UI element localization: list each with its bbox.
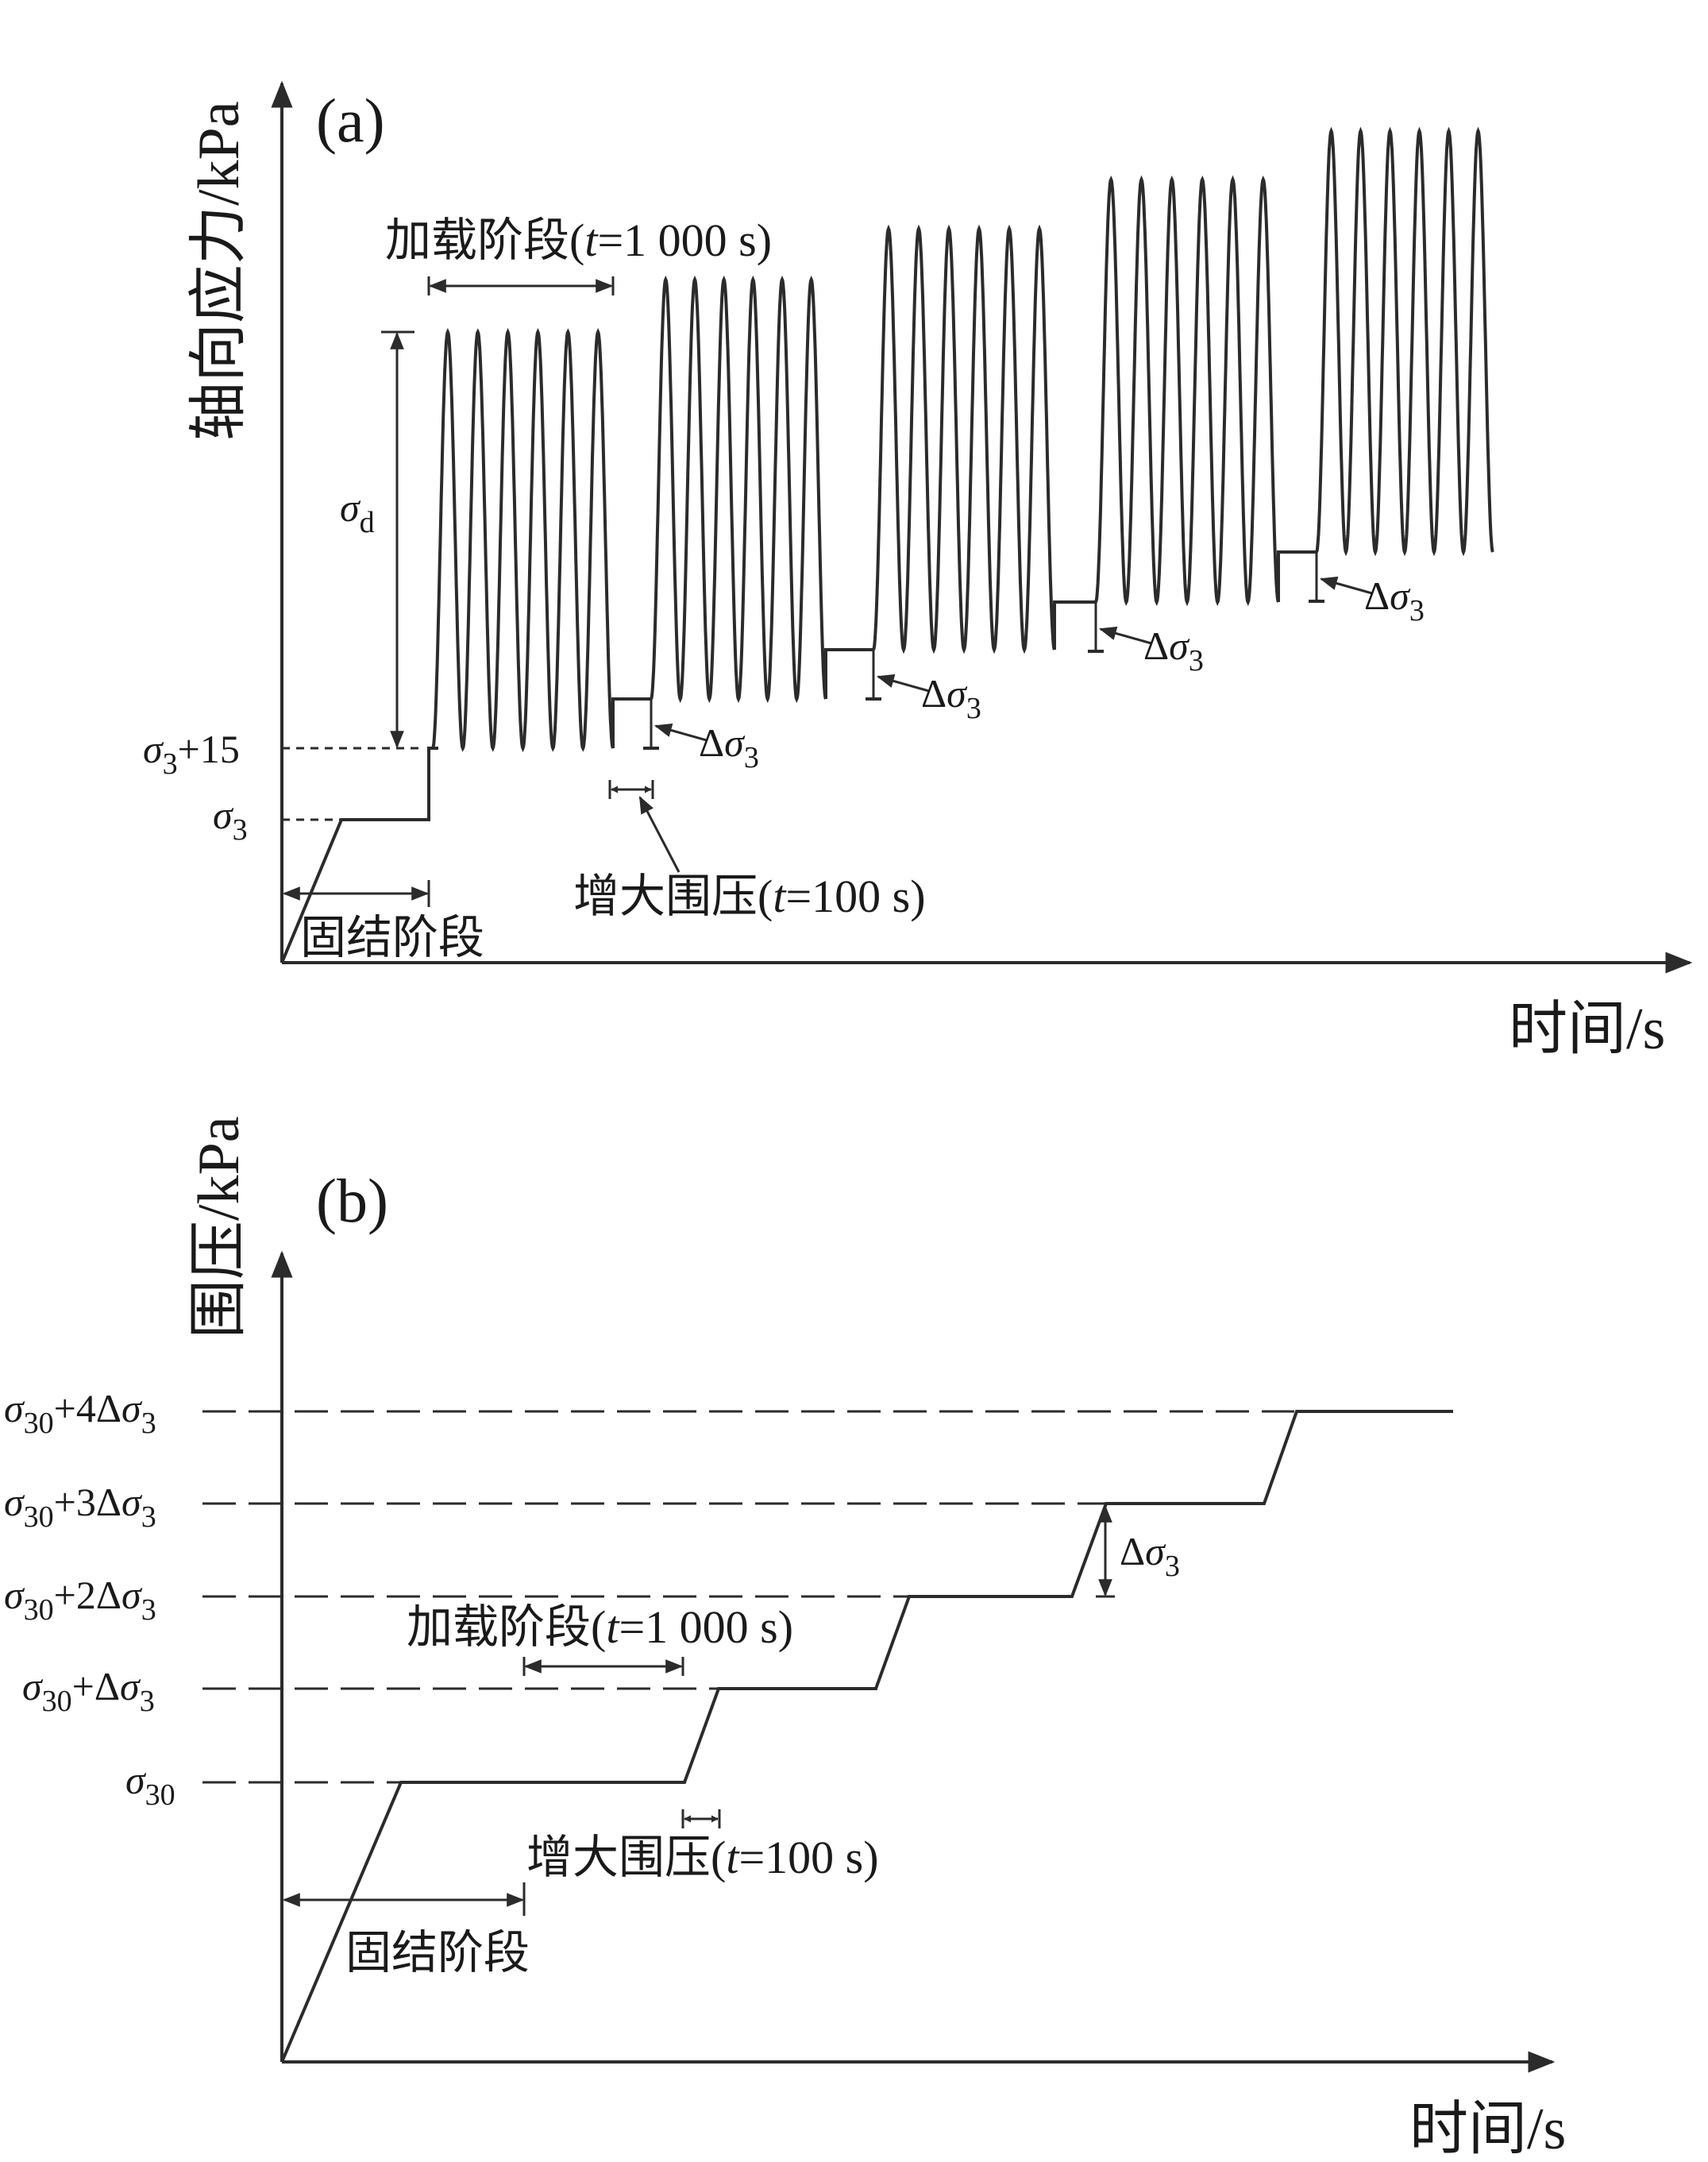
a-wave-stage-2 (650, 275, 827, 704)
panel-a-label: (a) (316, 86, 385, 155)
a-loading-label: 加载阶段(t=1 000 s) (385, 214, 772, 266)
b-delta-sigma3-label: Δσ3 (1120, 1529, 1180, 1583)
a-increase-pointer (638, 796, 681, 873)
a-consolidation-label: 固结阶段 (300, 912, 484, 963)
a-wave-stage-1 (431, 327, 615, 753)
a-cyclic-waves (431, 126, 1494, 753)
b-y-axis-title: 围压/kPa (187, 1116, 252, 1338)
b-ytick-3: σ30+3Δσ3 (4, 1480, 156, 1534)
a-hold-step-3 (1053, 600, 1096, 650)
a-delta-sigma3-pointer-4 (1319, 576, 1373, 595)
b-consolidation-label: 固结阶段 (345, 1927, 530, 1979)
b-loading-label: 加载阶段(t=1 000 s) (407, 1601, 793, 1653)
a-delta-sigma3-markers: Δσ3 Δσ3 Δσ3 Δσ3 (643, 552, 1425, 774)
a-wave-stage-5 (1315, 126, 1494, 557)
a-delta-sigma3-pointer-3 (1098, 626, 1152, 645)
panel-b: (b) 围压/kPa 时间/s σ30+4Δσ3 σ30+3Δσ3 σ30+2Δ… (4, 1116, 1566, 2162)
b-ytick-2: σ30+2Δσ3 (4, 1573, 156, 1627)
a-delta-sigma3-label-1: Δσ3 (699, 720, 759, 774)
b-ytick-0: σ30 (125, 1758, 175, 1812)
a-delta-sigma3-label-2: Δσ3 (921, 671, 981, 725)
a-delta-sigma3-label-3: Δσ3 (1143, 624, 1204, 678)
a-delta-sigma3-pointer-2 (876, 674, 930, 693)
a-hold-step-4 (1277, 550, 1317, 602)
a-ytick-sigma3-plus15: σ3+15 (143, 727, 240, 781)
a-x-axis-title: 时间/s (1509, 997, 1665, 1062)
b-ytick-1: σ30+Δσ3 (22, 1664, 155, 1718)
a-wave-stage-3 (872, 224, 1056, 654)
a-hold-step-1 (611, 697, 651, 748)
panel-a: (a) 轴向应力/kPa 时间/s σ3+15 σ3 σd 加载阶段(t=1 0… (143, 80, 1693, 1062)
a-delta-sigma3-label-4: Δσ3 (1364, 573, 1425, 627)
a-ytick-sigma3: σ3 (213, 793, 248, 847)
b-increase-label: 增大围压(t=100 s) (526, 1832, 879, 1883)
a-stress-path (280, 747, 438, 963)
a-hold-step-2 (824, 648, 873, 699)
a-y-axis-title: 轴向应力/kPa (187, 101, 252, 441)
b-ytick-4: σ30+4Δσ3 (4, 1386, 156, 1440)
a-increase-label: 增大围压(t=100 s) (573, 871, 926, 922)
a-delta-sigma3-pointer-1 (654, 723, 707, 742)
a-sigma-d-label: σd (340, 485, 375, 539)
a-hold-steps (611, 550, 1317, 748)
b-x-axis-title: 时间/s (1409, 2097, 1566, 2162)
panel-b-label: (b) (316, 1166, 388, 1235)
b-pressure-path (280, 1410, 1453, 2063)
a-wave-stage-4 (1094, 175, 1280, 607)
